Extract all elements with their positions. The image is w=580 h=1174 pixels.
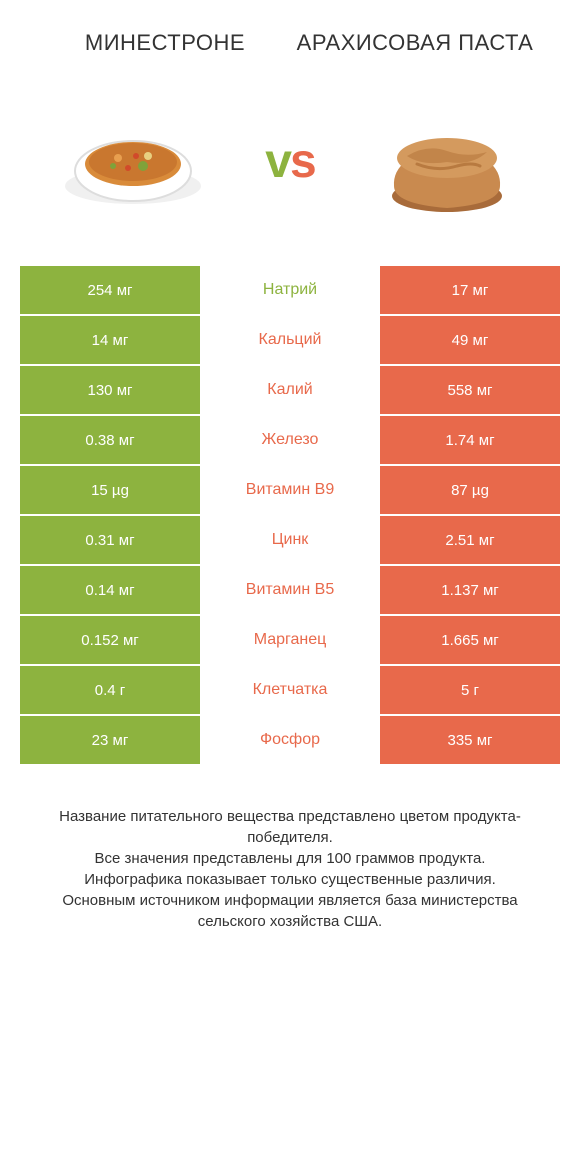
right-value: 558 мг [380, 366, 560, 414]
left-value: 14 мг [20, 316, 200, 364]
left-value: 15 µg [20, 466, 200, 514]
footer-line: Инфографика показывает только существенн… [30, 869, 550, 890]
footer-line: Название питательного вещества представл… [30, 806, 550, 848]
right-value: 1.137 мг [380, 566, 560, 614]
right-value: 17 мг [380, 266, 560, 314]
nutrient-label: Железо [200, 416, 380, 464]
footer-line: Все значения представлены для 100 граммо… [30, 848, 550, 869]
table-row: 15 µgВитамин B987 µg [20, 466, 560, 514]
table-row: 23 мгФосфор335 мг [20, 716, 560, 764]
table-row: 130 мгКалий558 мг [20, 366, 560, 414]
left-value: 23 мг [20, 716, 200, 764]
footer-notes: Название питательного вещества представл… [0, 766, 580, 952]
nutrient-label: Кальций [200, 316, 380, 364]
right-value: 335 мг [380, 716, 560, 764]
peanut-butter-image [372, 86, 522, 236]
table-row: 0.14 мгВитамин B51.137 мг [20, 566, 560, 614]
vs-label: vs [265, 134, 314, 189]
comparison-table: 254 мгНатрий17 мг14 мгКальций49 мг130 мг… [0, 266, 580, 764]
nutrient-label: Клетчатка [200, 666, 380, 714]
minestrone-image [58, 86, 208, 236]
table-row: 0.4 гКлетчатка5 г [20, 666, 560, 714]
right-value: 1.665 мг [380, 616, 560, 664]
table-row: 0.38 мгЖелезо1.74 мг [20, 416, 560, 464]
right-value: 5 г [380, 666, 560, 714]
left-value: 0.152 мг [20, 616, 200, 664]
right-food-title: АРАХИСОВАЯ ПАСТА [290, 30, 540, 56]
nutrient-label: Фосфор [200, 716, 380, 764]
vs-row: vs [0, 66, 580, 266]
vs-s: s [290, 135, 315, 188]
left-value: 130 мг [20, 366, 200, 414]
left-value: 0.31 мг [20, 516, 200, 564]
right-value: 49 мг [380, 316, 560, 364]
table-row: 254 мгНатрий17 мг [20, 266, 560, 314]
table-row: 0.31 мгЦинк2.51 мг [20, 516, 560, 564]
right-value: 1.74 мг [380, 416, 560, 464]
footer-line: Основным источником информации является … [30, 890, 550, 932]
left-value: 254 мг [20, 266, 200, 314]
vs-v: v [265, 135, 290, 188]
nutrient-label: Витамин B5 [200, 566, 380, 614]
nutrient-label: Витамин B9 [200, 466, 380, 514]
table-row: 14 мгКальций49 мг [20, 316, 560, 364]
nutrient-label: Натрий [200, 266, 380, 314]
right-value: 2.51 мг [380, 516, 560, 564]
left-value: 0.14 мг [20, 566, 200, 614]
left-value: 0.38 мг [20, 416, 200, 464]
nutrient-label: Цинк [200, 516, 380, 564]
left-food-title: МИНЕСТРОНЕ [40, 30, 290, 56]
left-value: 0.4 г [20, 666, 200, 714]
nutrient-label: Калий [200, 366, 380, 414]
header: МИНЕСТРОНЕ АРАХИСОВАЯ ПАСТА [0, 0, 580, 66]
table-row: 0.152 мгМарганец1.665 мг [20, 616, 560, 664]
right-value: 87 µg [380, 466, 560, 514]
nutrient-label: Марганец [200, 616, 380, 664]
